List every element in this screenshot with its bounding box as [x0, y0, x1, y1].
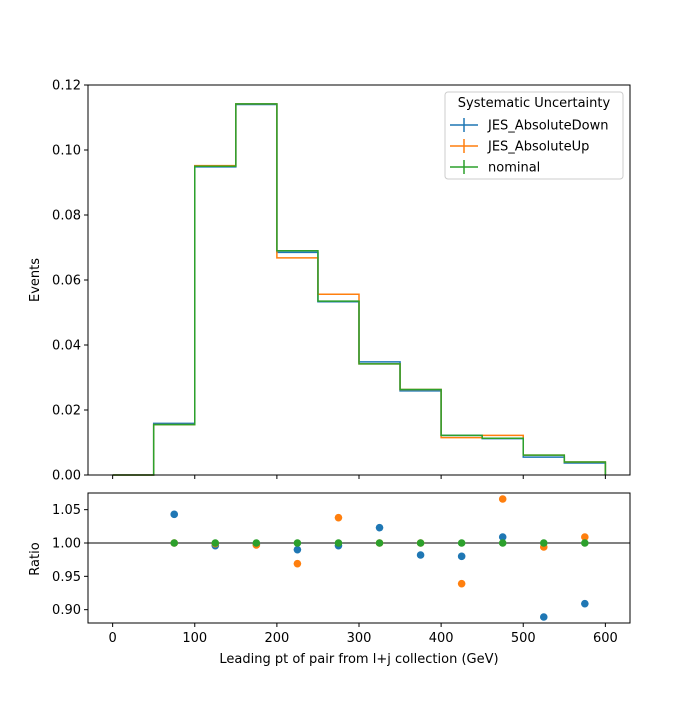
- main-y-tick-label: 0.02: [52, 404, 81, 419]
- ratio-point-nominal: [457, 539, 466, 547]
- ratio-point-jes-absoluteup: [581, 533, 589, 541]
- main-y-tick-label: 0.08: [52, 209, 81, 224]
- ratio-x-tick-label: 100: [182, 631, 207, 646]
- ratio-y-tick-label: 1.00: [52, 537, 81, 552]
- legend-title: Systematic Uncertainty: [458, 96, 611, 111]
- ratio-y-tick-label: 0.95: [52, 570, 81, 585]
- ratio-point-jes-absolutedown: [293, 545, 302, 554]
- ratio-x-tick-label: 0: [108, 631, 116, 646]
- main-y-tick-label: 0.04: [52, 339, 81, 354]
- ratio-point-nominal: [170, 539, 179, 547]
- legend-box: [444, 91, 624, 180]
- ratio-point-jes-absolutedown: [539, 613, 548, 621]
- histogram-line-nominal: [112, 103, 607, 476]
- ratio-y-axis-label: Ratio: [28, 542, 43, 575]
- ratio-point-nominal: [252, 539, 261, 547]
- ratio-point-jes-absoluteup: [498, 495, 507, 503]
- main-y-tick-label: 0.10: [52, 144, 81, 159]
- ratio-point-jes-absoluteup: [334, 513, 343, 522]
- ratio-x-tick-label: 600: [593, 631, 618, 646]
- legend-label-jes-absoluteup: JES_AbsoluteUp: [487, 140, 589, 155]
- ratio-x-tick-label: 500: [511, 631, 536, 646]
- main-y-ticks: 0.00 0.02 0.04 0.06 0.08 0.10 0.12: [52, 79, 88, 484]
- ratio-point-jes-absolutedown: [457, 552, 466, 561]
- ratio-y-tick-label: 1.05: [52, 503, 81, 518]
- main-histogram-series: [112, 103, 607, 476]
- ratio-point-jes-absoluteup: [457, 579, 466, 588]
- main-plot-panel: 0.00 0.02 0.04 0.06 0.08 0.10 0.12 Events: [28, 79, 631, 484]
- legend: Systematic Uncertainty JES_AbsoluteDownJ…: [444, 91, 624, 180]
- main-x-ticks: [112, 475, 606, 479]
- ratio-plot-panel: 0.90 0.95 1.00 1.05 0 100 200 300 400 500 600 Rat…: [28, 492, 631, 667]
- ratio-points: [88, 495, 630, 621]
- ratio-x-tick-label: 300: [347, 631, 372, 646]
- ratio-point-jes-absolutedown: [375, 523, 384, 532]
- ratio-point-nominal: [211, 539, 220, 547]
- ratio-point-jes-absolutedown: [416, 551, 425, 559]
- ratio-x-tick-label: 200: [264, 631, 289, 646]
- ratio-y-tick-label: 0.90: [52, 603, 81, 618]
- ratio-point-nominal: [416, 539, 425, 547]
- ratio-point-nominal: [375, 539, 384, 547]
- ratio-point-jes-absolutedown: [498, 533, 507, 541]
- ratio-x-ticks: 0 100 200 300 400 500 600: [108, 623, 618, 646]
- x-axis-label: Leading pt of pair from l+j collection (…: [219, 652, 498, 667]
- ratio-point-jes-absoluteup: [293, 559, 302, 568]
- main-y-tick-label: 0.12: [52, 79, 81, 94]
- ratio-point-nominal: [498, 539, 507, 547]
- ratio-y-ticks: 0.90 0.95 1.00 1.05: [52, 503, 88, 618]
- ratio-point-nominal: [581, 539, 589, 547]
- legend-label-jes-absolutedown: JES_AbsoluteDown: [487, 119, 608, 134]
- ratio-point-nominal: [293, 539, 302, 547]
- ratio-point-nominal: [539, 539, 548, 547]
- ratio-point-jes-absolutedown: [170, 510, 179, 519]
- ratio-point-jes-absolutedown: [581, 599, 589, 608]
- ratio-point-nominal: [334, 539, 343, 547]
- legend-label-nominal: nominal: [488, 161, 540, 176]
- main-y-axis-label: Events: [28, 258, 43, 302]
- main-y-tick-label: 0.06: [52, 274, 81, 289]
- ratio-x-tick-label: 400: [429, 631, 454, 646]
- main-y-tick-label: 0.00: [52, 469, 81, 484]
